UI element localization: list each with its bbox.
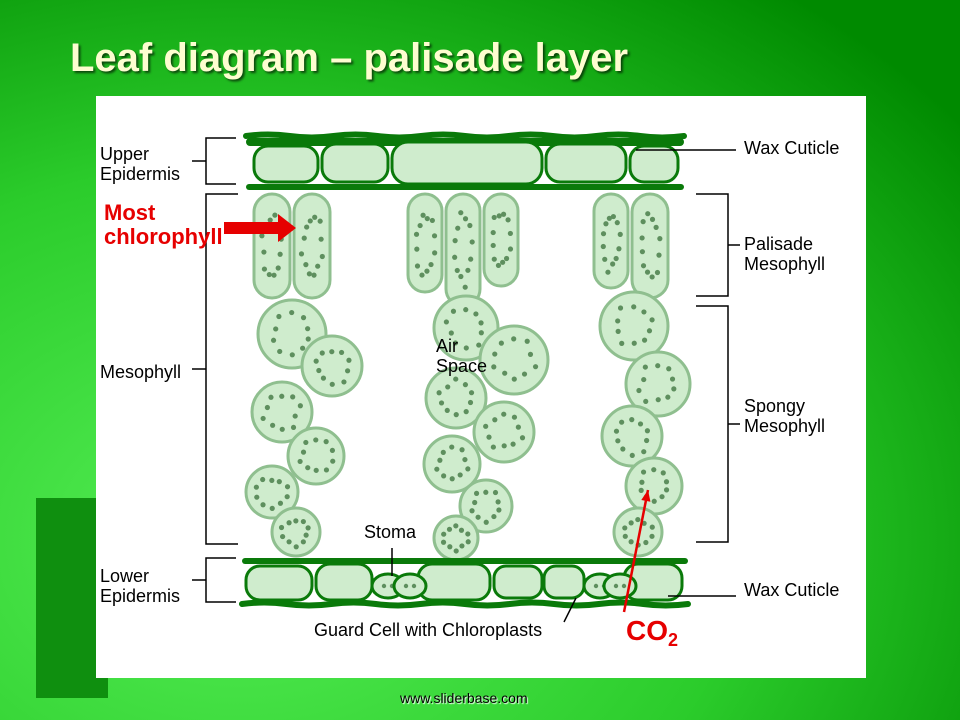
spongy-cell bbox=[600, 292, 668, 360]
palisade-cell bbox=[408, 194, 442, 292]
spongy-cell bbox=[626, 458, 682, 514]
label-left: Upper bbox=[100, 144, 149, 164]
label-right: Spongy bbox=[744, 396, 805, 416]
spongy-cell bbox=[480, 326, 548, 394]
palisade-cell bbox=[446, 194, 480, 306]
slide-title: Leaf diagram – palisade layer bbox=[70, 36, 628, 81]
leaf-diagram: UpperEpidermisMesophyllLowerEpidermisWax… bbox=[96, 96, 866, 678]
label-center: Air bbox=[436, 336, 458, 356]
annotation-chlorophyll: Most bbox=[104, 200, 156, 225]
palisade-cell bbox=[594, 194, 628, 288]
svg-text:Epidermis: Epidermis bbox=[100, 586, 180, 606]
label-center: Guard Cell with Chloroplasts bbox=[314, 620, 542, 640]
label-right: Palisade bbox=[744, 234, 813, 254]
lower-epidermis-cell bbox=[544, 566, 584, 598]
lower-epidermis-cell bbox=[316, 564, 372, 600]
lower-epidermis-cell bbox=[418, 564, 490, 600]
diagram-svg: UpperEpidermisMesophyllLowerEpidermisWax… bbox=[96, 96, 866, 678]
upper-epidermis-cell bbox=[392, 142, 542, 184]
label-left: Mesophyll bbox=[100, 362, 181, 382]
spongy-cell bbox=[302, 336, 362, 396]
svg-text:chlorophyll: chlorophyll bbox=[104, 224, 223, 249]
spongy-cell bbox=[614, 508, 662, 556]
svg-text:Mesophyll: Mesophyll bbox=[744, 416, 825, 436]
label-right: Wax Cuticle bbox=[744, 138, 839, 158]
annotation-co2: CO2 bbox=[626, 615, 678, 650]
svg-text:Mesophyll: Mesophyll bbox=[744, 254, 825, 274]
slide-footer: www.sliderbase.com bbox=[400, 690, 528, 706]
svg-text:Epidermis: Epidermis bbox=[100, 164, 180, 184]
label-center: Stoma bbox=[364, 522, 417, 542]
svg-text:Space: Space bbox=[436, 356, 487, 376]
label-left: Lower bbox=[100, 566, 149, 586]
upper-epidermis-cell bbox=[630, 146, 678, 182]
slide: Leaf diagram – palisade layer www.slider… bbox=[0, 0, 960, 720]
lower-epidermis-cell bbox=[494, 566, 542, 598]
spongy-cell bbox=[474, 402, 534, 462]
lower-epidermis-cell bbox=[246, 566, 312, 600]
palisade-cell bbox=[294, 194, 330, 298]
spongy-cell bbox=[288, 428, 344, 484]
upper-epidermis-cell bbox=[254, 146, 318, 182]
palisade-cell bbox=[484, 194, 518, 286]
upper-epidermis-cell bbox=[322, 144, 388, 182]
palisade-cell bbox=[632, 194, 668, 298]
guard-cell bbox=[394, 574, 426, 598]
label-right: Wax Cuticle bbox=[744, 580, 839, 600]
upper-epidermis-cell bbox=[546, 144, 626, 182]
palisade-cell bbox=[254, 194, 290, 298]
